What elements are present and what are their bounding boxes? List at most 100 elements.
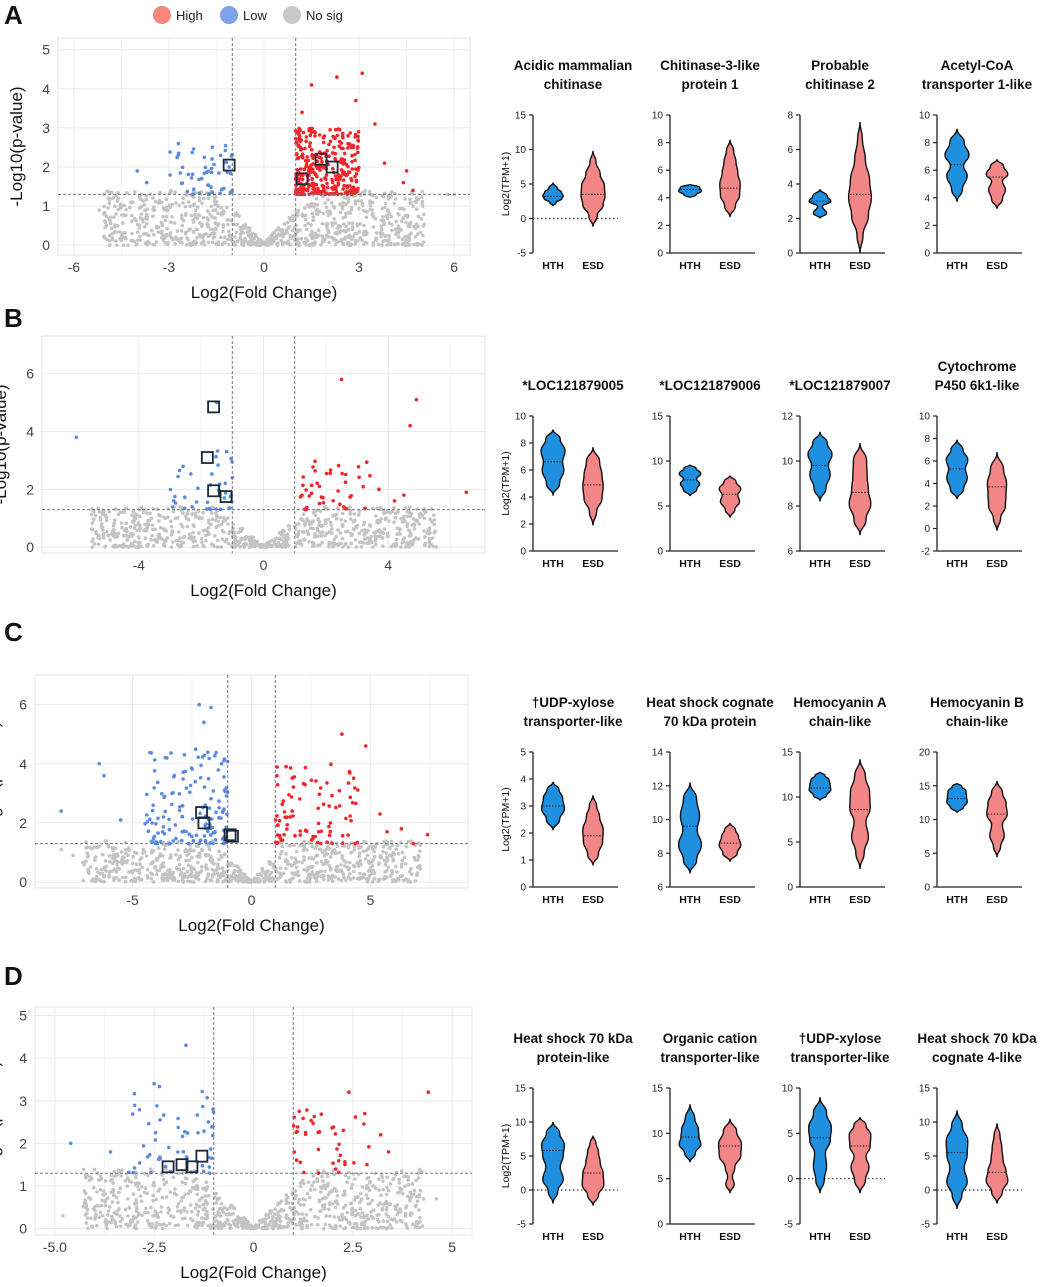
y-axis-label: -Log10(p-value) [7,86,26,206]
point-high [386,1150,391,1154]
y-tick-label: 12 [652,781,664,792]
group-label: ESD [849,260,871,272]
point-high [332,145,336,150]
point-nosig [400,1191,405,1196]
y-tick-label: -2 [921,547,930,558]
y-tick-label: 14 [652,748,664,759]
point-nosig [181,866,186,871]
point-high [328,139,333,144]
point-nosig [85,1211,89,1215]
point-nosig [396,231,401,235]
point-nosig [310,864,315,869]
point-nosig [386,208,390,212]
point-low [218,153,223,158]
point-nosig [145,1219,150,1223]
point-nosig [349,850,353,855]
point-nosig [201,196,206,201]
y-axis-label: Log2(TPM+1) [500,451,512,516]
point-nosig [97,878,101,882]
violin-hth [808,771,832,801]
point-nosig [217,1207,222,1211]
point-nosig [206,196,211,201]
point-nosig [335,226,340,230]
point-nosig [380,206,385,211]
highlight-box [223,828,237,842]
point-high [327,833,332,837]
point-nosig [388,1182,393,1186]
point-nosig [392,505,396,510]
point-nosig [200,1223,204,1228]
point-nosig [385,1219,390,1224]
point-low [188,790,192,795]
point-high [348,795,353,800]
highlight-box [200,451,214,464]
point-nosig [124,526,128,531]
point-low [217,171,221,175]
point-nosig [434,545,439,549]
point-nosig [404,235,409,239]
point-nosig [118,1224,123,1229]
violin-title: chitinase 2 [805,77,875,92]
point-nosig [179,229,184,233]
point-nosig [216,862,220,866]
point-nosig [415,873,420,877]
point-nosig [432,513,436,517]
point-nosig [219,1201,224,1206]
point-nosig [212,544,216,548]
point-nosig [156,225,161,230]
point-nosig [200,865,204,869]
point-nosig [284,539,289,544]
point-nosig [390,1226,394,1230]
point-nosig [354,1222,359,1226]
point-nosig [198,221,202,225]
point-nosig [111,196,116,200]
violin-hth [808,189,832,219]
point-high [301,130,306,135]
point-nosig [316,517,321,522]
point-nosig [355,239,360,243]
point-nosig [247,232,251,236]
point-nosig [104,214,109,218]
point-nosig [159,1205,164,1209]
point-nosig [151,208,155,212]
point-nosig [418,849,422,853]
y-tick-label: 0 [520,1186,526,1197]
point-nosig [155,858,159,862]
point-nosig [269,234,273,238]
point-nosig [178,1209,183,1213]
point-nosig [310,870,315,874]
point-nosig [379,1173,384,1177]
point-nosig [284,1193,289,1197]
point-low [191,838,196,843]
point-nosig [183,1181,188,1186]
point-nosig [170,540,175,544]
point-nosig [393,1204,397,1209]
point-nosig [408,1198,412,1203]
point-nosig [406,1178,410,1183]
group-label: ESD [582,260,604,272]
violin-esd [580,150,606,227]
point-nosig [416,224,420,228]
point-nosig [111,1193,116,1198]
point-nosig [218,875,223,879]
point-high [342,158,347,162]
point-nosig [187,532,192,536]
point-nosig [393,242,398,246]
point-nosig [416,1176,421,1180]
point-nosig [403,1184,407,1188]
point-nosig [320,540,325,545]
point-nosig [300,860,305,865]
point-nosig [203,879,208,884]
point-nosig [115,532,119,536]
violin-hth [677,183,703,199]
point-high [339,168,344,172]
point-nosig [353,241,358,246]
point-nosig [140,865,145,869]
y-tick-label: 0 [520,547,526,558]
point-low [181,777,185,781]
point-nosig [337,850,342,855]
point-nosig [151,880,156,884]
point-nosig [236,530,241,535]
